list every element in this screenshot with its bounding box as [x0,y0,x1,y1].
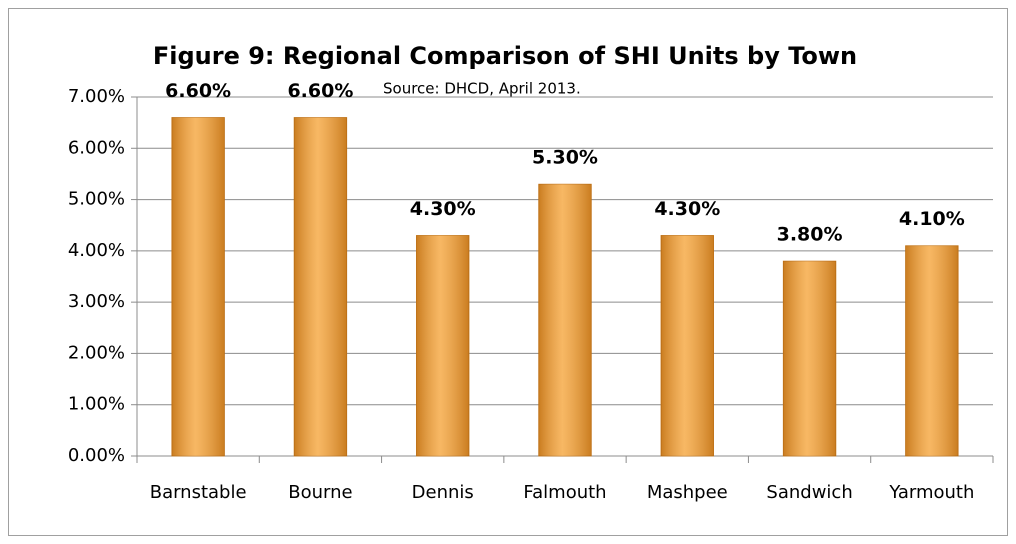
chart-subtitle: Source: DHCD, April 2013. [383,80,581,98]
bar-shade [660,235,714,456]
bar-shade [171,117,225,456]
y-tick-label: 5.00% [68,189,125,210]
x-tick-label: Barnstable [150,482,247,503]
value-label: 4.30% [410,198,476,220]
value-label: 5.30% [532,147,598,169]
value-label: 3.80% [777,224,843,246]
bar-shade [294,117,347,456]
bar-shade [416,235,470,456]
x-tick-label: Dennis [412,482,474,503]
x-tick-label: Bourne [288,482,352,503]
x-tick-label: Sandwich [766,482,852,503]
x-tick-label: Mashpee [647,482,728,503]
y-tick-label: 0.00% [68,445,125,466]
x-tick-label: Falmouth [523,482,606,503]
y-tick-label: 4.00% [68,240,125,261]
value-label: 6.60% [287,80,353,102]
value-label: 6.60% [165,80,231,102]
bar-shade [905,245,959,456]
x-tick-label: Yarmouth [888,482,974,503]
value-label: 4.10% [899,208,965,230]
value-label: 4.30% [654,198,720,220]
bar-shade [783,261,836,456]
y-tick-label: 6.00% [68,137,125,158]
y-tick-label: 3.00% [68,291,125,312]
y-tick-label: 7.00% [68,86,125,107]
chart-title: Figure 9: Regional Comparison of SHI Uni… [153,42,857,70]
y-tick-label: 1.00% [68,394,125,415]
y-tick-label: 2.00% [68,342,125,363]
bar-shade [538,184,592,456]
